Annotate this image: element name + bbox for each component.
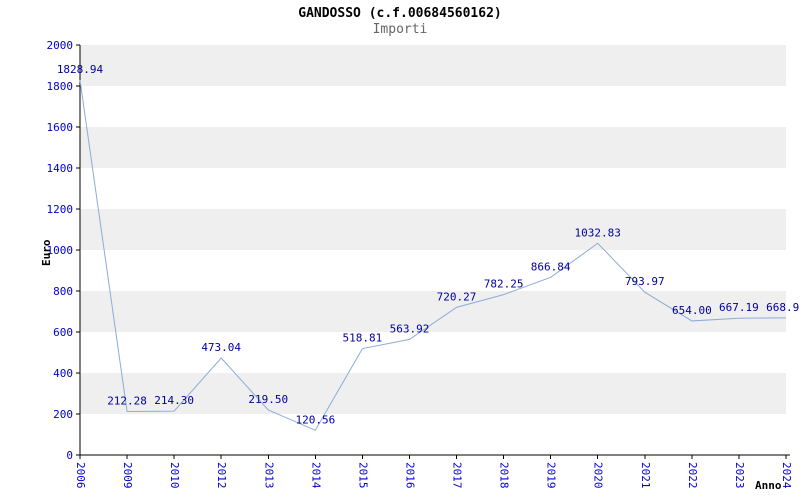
x-category-label: 2009 [121,462,134,489]
x-category-label: 2016 [403,462,416,489]
x-category-label: 2021 [639,462,652,489]
plot-band [80,209,786,250]
plot-band [80,127,786,168]
y-tick-label: 200 [53,408,73,421]
y-tick-label: 1600 [47,121,74,134]
x-category-label: 2020 [592,462,605,489]
y-tick-label: 1000 [47,244,74,257]
y-tick-label: 2000 [47,39,74,52]
point-value-label: 668.97 [766,301,800,314]
point-value-label: 214.30 [154,394,194,407]
plot-band [80,332,786,373]
point-value-label: 654.00 [672,304,712,317]
point-value-label: 793.97 [625,275,665,288]
point-value-label: 473.04 [201,341,241,354]
y-tick-label: 1200 [47,203,74,216]
plot-band [80,291,786,332]
point-value-label: 1032.83 [575,226,621,239]
y-tick-label: 800 [53,285,73,298]
x-category-label: 2006 [74,462,87,489]
y-tick-label: 0 [66,449,73,462]
plot-band [80,250,786,291]
y-tick-label: 1800 [47,80,74,93]
series-line [79,79,787,431]
y-tick-label: 400 [53,367,73,380]
x-category-label: 2012 [215,462,228,489]
point-value-label: 866.84 [531,260,571,273]
point-value-label: 563.92 [390,322,430,335]
plot-band [80,373,786,414]
point-value-label: 120.56 [295,413,335,426]
x-category-label: 2017 [451,462,464,489]
point-value-label: 518.81 [343,332,383,345]
plot-band [80,45,786,86]
x-category-label: 2018 [498,462,511,489]
chart-title: GANDOSSO (c.f.00684560162) [298,6,502,21]
x-category-label: 2010 [168,462,181,489]
x-category-label: 2013 [262,462,275,489]
plot-band [80,414,786,455]
point-value-label: 720.27 [437,290,477,303]
x-category-label: 2022 [686,462,699,489]
x-category-label: 2015 [356,462,369,489]
x-category-label: 2024 [780,462,793,489]
y-axis-title: Euro [40,239,53,267]
point-value-label: 212.28 [107,394,147,407]
y-tick-label: 600 [53,326,73,339]
chart-subtitle: Importi [372,22,428,37]
plot-band [80,86,786,127]
x-category-label: 2019 [545,462,558,489]
point-value-label: 782.25 [484,278,524,291]
point-value-label: 1828.94 [57,63,104,76]
plot-band [80,168,786,209]
x-axis-title: Anno [755,479,782,492]
x-category-label: 2014 [309,462,322,489]
y-tick-label: 1400 [47,162,74,175]
point-value-label: 219.50 [248,393,288,406]
point-value-label: 667.19 [719,301,759,314]
x-category-label: 2023 [733,462,746,489]
